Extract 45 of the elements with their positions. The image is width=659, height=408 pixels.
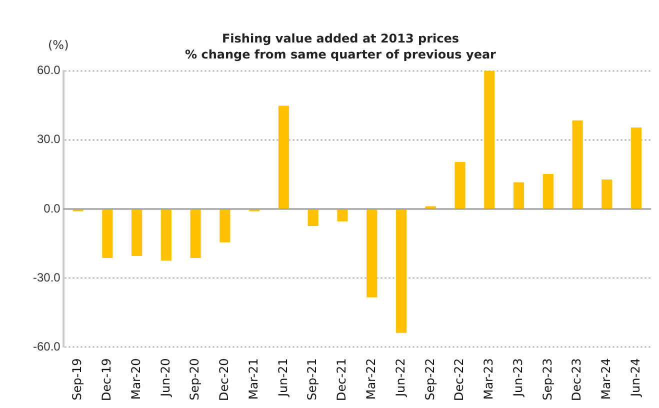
bar xyxy=(220,209,230,242)
bar xyxy=(190,209,201,258)
bar xyxy=(454,162,466,208)
bar xyxy=(160,209,172,261)
bar xyxy=(308,209,318,226)
x-tick-label: Jun-20 xyxy=(158,358,172,398)
y-tick-label: -60.0 xyxy=(32,339,61,354)
x-tick-label: Jun-21 xyxy=(276,358,290,398)
chart-subtitle: % change from same quarter of previous year xyxy=(185,48,496,62)
bar xyxy=(572,120,583,208)
x-tick-label: Mar-21 xyxy=(246,358,260,400)
x-tick-label: Jun-24 xyxy=(628,358,642,398)
y-tick-label: -30.0 xyxy=(32,270,61,284)
chart-title: Fishing value added at 2013 prices xyxy=(222,31,460,46)
x-tick-label: Mar-23 xyxy=(482,358,496,400)
x-tick-label: Sep-22 xyxy=(422,358,437,400)
bar xyxy=(602,180,612,208)
x-tick-label: Mar-22 xyxy=(364,358,378,400)
bar xyxy=(484,70,495,208)
x-tick-label: Mar-20 xyxy=(128,358,143,400)
x-tick-label: Dec-23 xyxy=(570,358,584,402)
x-tick-label: Mar-24 xyxy=(599,358,614,400)
x-tick-label: Sep-20 xyxy=(188,358,202,400)
x-tick-label: Dec-19 xyxy=(100,358,114,402)
y-axis-title: (%) xyxy=(48,38,69,52)
bar xyxy=(337,209,348,222)
y-tick-label: 0.0 xyxy=(44,201,61,216)
y-tick-label: 30.0 xyxy=(36,132,61,146)
x-tick-label: Dec-22 xyxy=(452,358,466,402)
y-tick-label: 60.0 xyxy=(36,63,61,78)
bar xyxy=(366,209,378,298)
bar xyxy=(278,106,290,208)
bar xyxy=(396,209,407,333)
bar xyxy=(542,174,554,208)
x-tick-label: Jun-22 xyxy=(393,358,408,398)
x-tick-label: Sep-21 xyxy=(305,358,320,400)
x-tick-label: Sep-23 xyxy=(540,358,554,400)
bar xyxy=(631,127,642,208)
x-tick-label: Sep-19 xyxy=(70,358,84,400)
x-tick-label: Dec-20 xyxy=(217,358,232,402)
x-tick-label: Jun-23 xyxy=(510,358,525,398)
bar xyxy=(132,209,142,256)
bar xyxy=(513,182,524,208)
x-tick-label: Dec-21 xyxy=(334,358,349,402)
bar xyxy=(102,209,113,258)
